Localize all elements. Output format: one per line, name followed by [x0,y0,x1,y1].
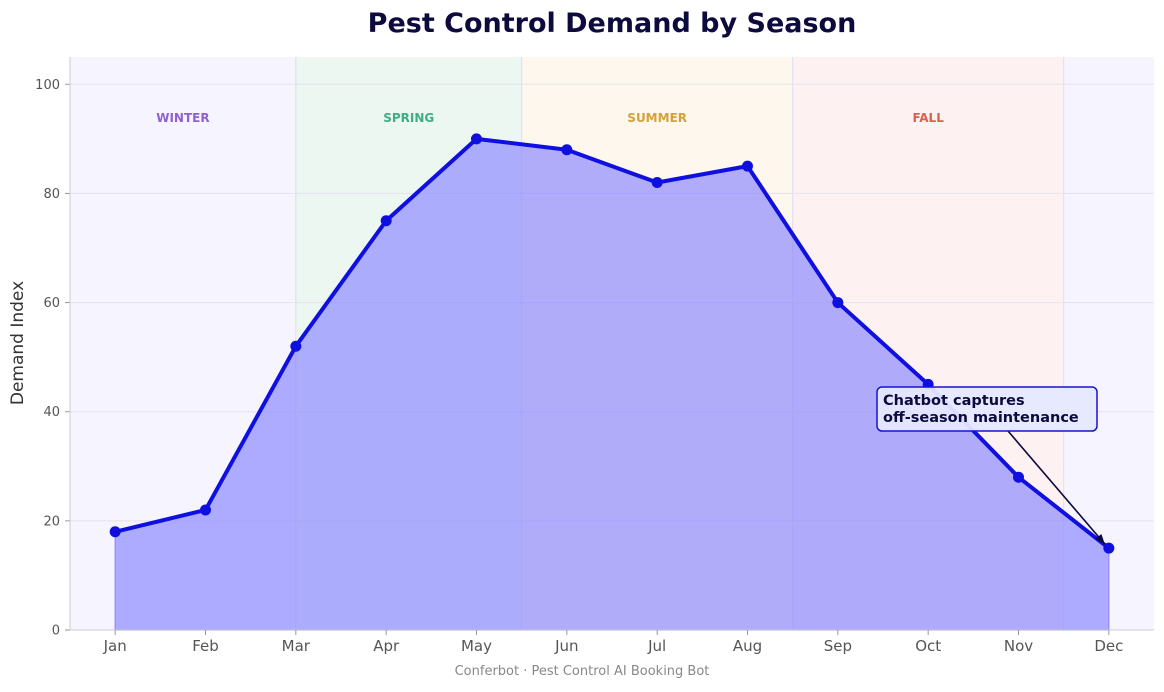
x-tick-label-jun: Jun [554,637,578,655]
footer-caption: Conferbot · Pest Control AI Booking Bot [455,664,710,679]
y-tick-label: 20 [43,514,60,529]
x-tick-label-may: May [461,637,492,655]
x-tick-label-dec: Dec [1094,637,1123,655]
chart-title: Pest Control Demand by Season [368,8,857,39]
x-tick-label-feb: Feb [192,637,219,655]
data-point-feb [200,504,211,516]
annotation-box [876,386,1098,432]
y-tick-label: 60 [43,296,60,311]
labels: WINTER SPRING SUMMER FALL [156,111,944,125]
season-label-fall: FALL [912,111,944,125]
x-tick-label-aug: Aug [733,637,762,655]
x-tick-label-jan: Jan [103,637,127,655]
axes: 0 20 40 60 80 100 Jan Feb Mar Apr May Jun Jul Aug Sep O… [35,57,1154,655]
y-tick-label: 100 [35,78,60,93]
y-tick-label: 40 [43,405,60,420]
y-axis-label: Demand Index [8,281,28,405]
season-label-winter: WINTER [156,111,209,125]
data-point-jun [561,144,573,156]
data-point-mar [290,340,302,352]
data-point-dec [1103,542,1115,554]
season-label-summer: SUMMER [627,111,687,125]
x-tick-label-nov: Nov [1004,637,1033,655]
annotation-text-line: Chatbot captures [883,393,1025,409]
annotation-text-line: off-season maintenance [883,410,1079,426]
data-point-may [471,133,482,145]
x-tick-label-mar: Mar [282,637,311,655]
annotation-arrow-line [1007,430,1106,545]
y-tick-label: 80 [43,187,60,202]
y-tick-label: 0 [52,624,60,639]
x-tick-label-oct: Oct [915,637,941,655]
data-point-apr [380,215,392,227]
data-point-sep [832,297,844,309]
data-point-jan [109,526,121,538]
data-point-aug [742,160,753,172]
data-point-nov [1013,471,1024,483]
x-tick-label-jul: Jul [647,637,666,655]
season-label-spring: SPRING [383,111,434,125]
x-tick-label-apr: Apr [373,637,400,655]
annotation-arrow-head [1095,533,1105,545]
data-point-jul [651,177,663,189]
x-tick-label-sep: Sep [824,637,852,655]
